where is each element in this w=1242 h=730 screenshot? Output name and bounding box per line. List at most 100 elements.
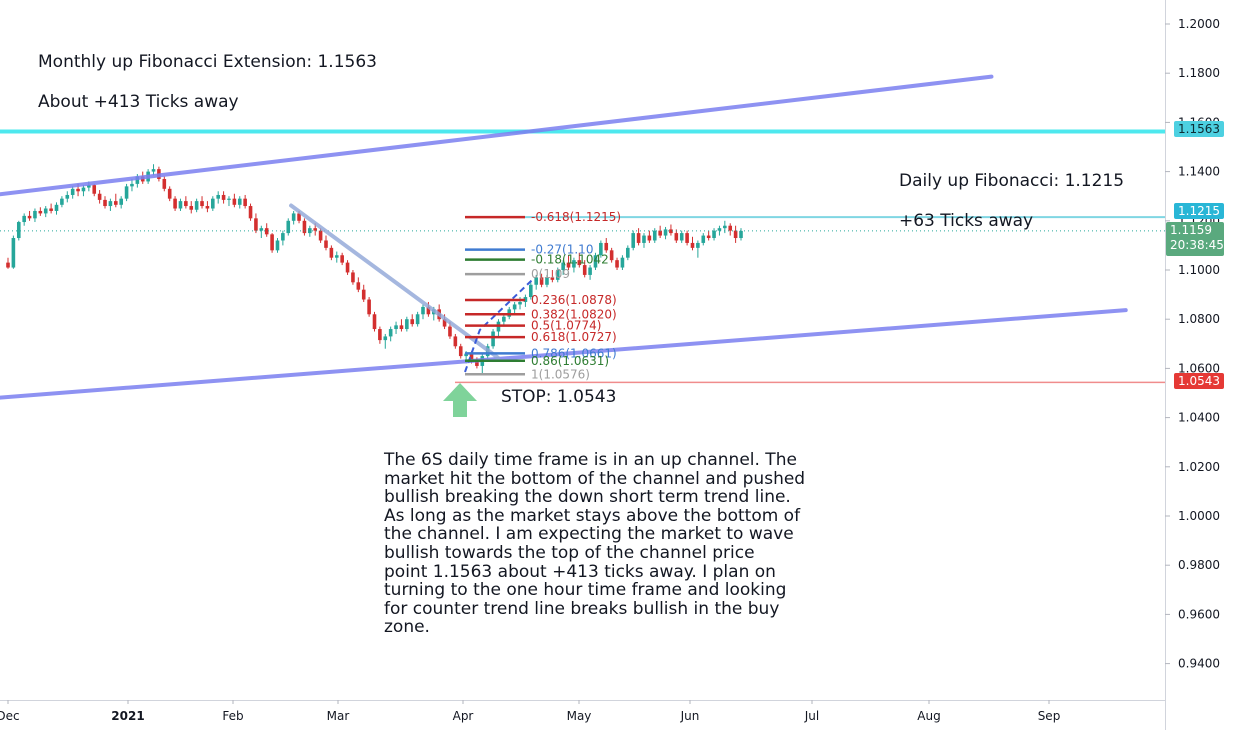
candle-body bbox=[388, 329, 393, 337]
candle-body bbox=[405, 319, 409, 330]
candle bbox=[65, 191, 70, 203]
candle-body bbox=[291, 213, 296, 221]
candle bbox=[523, 294, 528, 307]
candle-body bbox=[87, 185, 91, 188]
candle bbox=[200, 196, 204, 209]
candle-body bbox=[636, 233, 641, 243]
candle-body bbox=[534, 277, 538, 285]
stop-price-badge: 1.0543 bbox=[1174, 373, 1224, 389]
candle-body bbox=[669, 229, 673, 234]
candle-body bbox=[6, 262, 10, 268]
fib-level: -0.18(1.1042 bbox=[465, 253, 609, 267]
candle-body bbox=[108, 201, 113, 207]
candle bbox=[685, 230, 689, 246]
candle-body bbox=[313, 228, 318, 231]
candle bbox=[604, 238, 609, 253]
candle bbox=[642, 233, 646, 248]
candle bbox=[49, 203, 53, 214]
candle bbox=[491, 329, 495, 349]
price-tick-label: 0.9400 bbox=[1178, 657, 1220, 671]
candle bbox=[27, 210, 32, 221]
candle-body bbox=[302, 220, 307, 234]
candle bbox=[593, 252, 598, 270]
candle-body bbox=[518, 301, 522, 305]
candle bbox=[739, 228, 743, 241]
candle-body bbox=[394, 325, 398, 330]
candle-body bbox=[92, 185, 97, 194]
candle bbox=[458, 343, 463, 359]
candle-body bbox=[512, 304, 517, 310]
candle bbox=[372, 311, 377, 332]
candle bbox=[130, 178, 134, 192]
candle bbox=[669, 224, 673, 236]
candle-body bbox=[469, 353, 474, 362]
price-tick-label: 1.1800 bbox=[1178, 66, 1220, 80]
candle bbox=[631, 230, 636, 251]
time-tick-label: May bbox=[567, 709, 592, 723]
candle-body bbox=[442, 319, 447, 327]
candle-body bbox=[367, 299, 371, 315]
price-axis[interactable]: 1.20001.18001.16001.14001.12001.10001.08… bbox=[1165, 0, 1242, 730]
candle bbox=[16, 220, 21, 241]
candle-body bbox=[593, 255, 598, 268]
candle bbox=[167, 186, 172, 202]
candle bbox=[529, 282, 533, 300]
candle bbox=[270, 233, 274, 253]
fib-level: 0.382(1.0820) bbox=[465, 307, 617, 321]
candle bbox=[108, 198, 113, 211]
candle-body bbox=[615, 260, 619, 268]
candle-body bbox=[76, 188, 80, 192]
last-price-value: 1.1159 bbox=[1170, 223, 1212, 237]
candle bbox=[81, 185, 86, 197]
candle bbox=[615, 257, 619, 270]
price-tick-label: 1.1400 bbox=[1178, 165, 1220, 179]
candle-body bbox=[566, 262, 571, 268]
candle-body bbox=[81, 187, 86, 192]
candle bbox=[410, 314, 415, 327]
candle-body bbox=[717, 228, 722, 231]
candle bbox=[119, 196, 123, 209]
candle bbox=[674, 229, 679, 243]
candle bbox=[227, 196, 231, 207]
candle bbox=[329, 245, 334, 261]
time-tick-label: Jul bbox=[804, 709, 819, 723]
candle bbox=[243, 194, 247, 209]
stop-annotation: STOP: 1.0543 bbox=[501, 387, 617, 407]
candle-body bbox=[205, 206, 210, 209]
candle-body bbox=[124, 186, 129, 199]
candle-body bbox=[712, 230, 716, 239]
candle bbox=[652, 228, 657, 243]
candle bbox=[405, 316, 409, 332]
candle bbox=[124, 183, 129, 202]
candle-body bbox=[383, 336, 388, 341]
candle-body bbox=[604, 242, 609, 251]
candle-body bbox=[318, 230, 323, 241]
candle bbox=[394, 321, 398, 334]
candle bbox=[706, 230, 711, 241]
candle-body bbox=[70, 188, 75, 195]
candle bbox=[712, 228, 716, 241]
candle-body bbox=[162, 178, 167, 189]
candle bbox=[480, 353, 485, 375]
candle bbox=[609, 247, 614, 263]
time-axis[interactable]: Dec 2021 Feb Mar Apr May Jun Jul Aug Sep bbox=[0, 700, 1165, 730]
candle-body bbox=[281, 233, 285, 241]
candle-body bbox=[475, 361, 479, 366]
candle bbox=[211, 196, 215, 211]
time-tick-label: Jun bbox=[680, 709, 700, 723]
candle-body bbox=[22, 215, 26, 223]
candle-body bbox=[545, 277, 549, 285]
drawing-lines-layer bbox=[0, 74, 1165, 417]
candle-body bbox=[60, 198, 64, 205]
candle bbox=[334, 251, 339, 263]
fib-level-label: 0.236(1.0878) bbox=[531, 293, 617, 307]
buy-arrow-icon bbox=[443, 383, 477, 417]
fib-level-label: 0(1.09 bbox=[531, 267, 570, 281]
candle bbox=[647, 230, 652, 243]
candle-body bbox=[728, 225, 733, 231]
candle-body bbox=[685, 233, 689, 243]
price-tick-label: 1.0600 bbox=[1178, 361, 1220, 375]
candle bbox=[113, 193, 118, 208]
candle-body bbox=[679, 233, 684, 241]
candle-body bbox=[216, 194, 220, 199]
